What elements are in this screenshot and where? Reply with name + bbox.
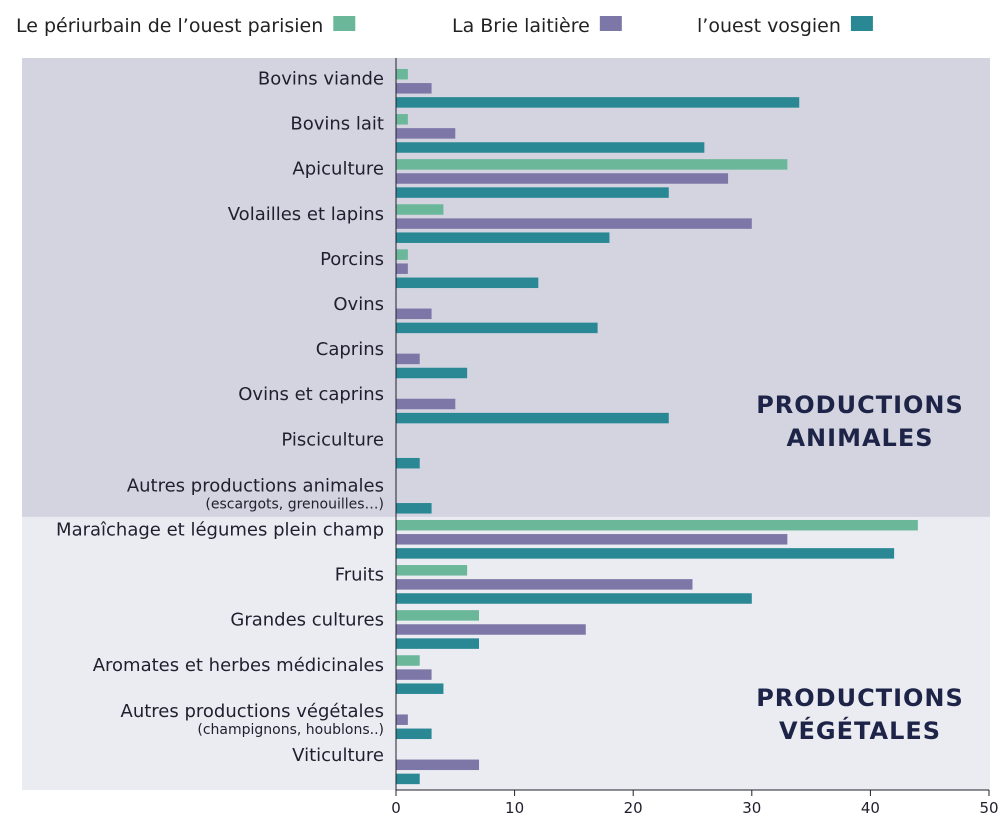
section-title: VÉGÉTALES — [779, 716, 941, 745]
category-label: Pisciculture — [281, 429, 384, 450]
bars — [396, 68, 918, 785]
category-label: Apiculture — [292, 159, 384, 180]
legend-label: l’ouest vosgien — [697, 15, 841, 37]
category-label: Autres productions végétales — [121, 701, 384, 722]
bar — [396, 68, 408, 80]
bar — [396, 565, 468, 576]
bar — [396, 457, 420, 469]
bar — [396, 579, 693, 590]
bar — [396, 412, 669, 424]
bar — [396, 277, 539, 289]
bar — [396, 187, 669, 198]
section-backgrounds — [22, 58, 990, 790]
category-label: Maraîchage et légumes plein champ — [56, 520, 384, 541]
section-background — [22, 516, 990, 790]
bar — [396, 669, 432, 680]
bar — [396, 159, 788, 170]
category-label: Ovins — [333, 294, 384, 315]
category-label: Ovins et caprins — [238, 384, 384, 405]
bar — [396, 128, 456, 139]
x-tick-label: 20 — [624, 799, 643, 817]
section-title: ANIMALES — [786, 424, 933, 452]
category-label: Viticulture — [292, 745, 384, 766]
x-tick-label: 40 — [861, 799, 880, 817]
bar — [396, 398, 456, 410]
x-tick-label: 0 — [391, 799, 401, 817]
bar — [396, 714, 408, 725]
category-label: Caprins — [316, 339, 384, 360]
bar — [396, 638, 480, 649]
legend-swatch — [333, 16, 356, 31]
bar — [396, 322, 598, 334]
category-label: Aromates et herbes médicinales — [93, 655, 384, 676]
bar — [396, 773, 420, 785]
bar — [396, 204, 444, 215]
bar — [396, 759, 480, 771]
bar — [396, 97, 800, 108]
category-label: Grandes cultures — [230, 610, 384, 631]
bar — [396, 548, 895, 559]
bar — [396, 249, 408, 260]
category-sublabel: (champignons, houblons..) — [197, 722, 384, 738]
bar — [396, 114, 408, 125]
bar — [396, 367, 468, 379]
bar — [396, 173, 729, 184]
bar — [396, 624, 586, 635]
x-tick-label: 50 — [979, 799, 998, 817]
category-label: Fruits — [335, 565, 384, 586]
legend-swatch — [599, 16, 622, 31]
legend-label: Le périurbain de l’ouest parisien — [16, 15, 323, 37]
legend-label: La Brie laitière — [452, 15, 590, 37]
x-axis: 0 10 20 30 40 50 — [391, 58, 999, 817]
category-label: Bovins viande — [258, 69, 384, 90]
legend: Le périurbain de l’ouest parisien La Brie… — [16, 15, 873, 37]
bar — [396, 263, 408, 274]
category-labels: Bovins viande Bovins lait Apiculture Volail… — [56, 69, 384, 767]
legend-swatch — [850, 16, 873, 31]
category-label: Bovins lait — [290, 114, 384, 135]
bar — [396, 142, 705, 153]
category-label: Porcins — [320, 249, 384, 270]
bar — [396, 728, 432, 740]
section-title: PRODUCTIONS — [756, 391, 964, 419]
bar — [396, 593, 752, 604]
bar — [396, 610, 480, 621]
bar — [396, 232, 610, 243]
category-label: Autres productions animales — [127, 475, 384, 496]
bar — [396, 353, 420, 365]
bar — [396, 308, 432, 320]
category-sublabel: (escargots, grenouilles…) — [205, 496, 384, 512]
bar — [396, 683, 444, 694]
x-tick-label: 10 — [505, 799, 524, 817]
x-tick-label: 30 — [742, 799, 761, 817]
bar — [396, 83, 432, 94]
bar — [396, 218, 752, 229]
bar — [396, 519, 918, 531]
bar — [396, 655, 420, 666]
section-title: PRODUCTIONS — [756, 684, 964, 712]
section-titles: PRODUCTIONS ANIMALES PRODUCTIONS VÉGÉTALES — [756, 391, 964, 745]
category-label: Volailles et lapins — [228, 204, 384, 225]
bar — [396, 503, 432, 514]
bar — [396, 534, 788, 545]
